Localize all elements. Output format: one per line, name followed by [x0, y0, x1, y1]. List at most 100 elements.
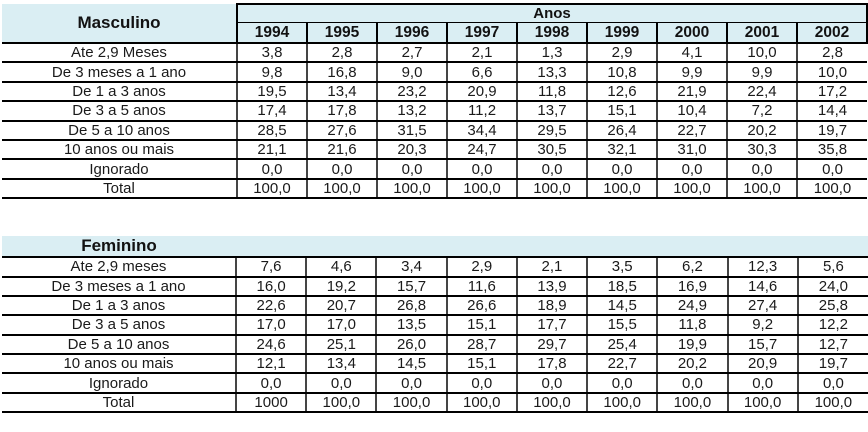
- value-cell: 13,2: [376, 100, 447, 122]
- value-cell: 100,0: [445, 391, 517, 414]
- row-label: De 1 a 3 anos: [2, 294, 236, 317]
- value-cell: 28,5: [236, 119, 307, 141]
- value-cell: 13,7: [516, 100, 587, 122]
- value-cell: 10,0: [796, 61, 867, 83]
- table-row: Ate 2,9 meses 7,6 4,6 3,4 2,9 2,1 3,5 6,2 12,3 5,…: [2, 256, 868, 278]
- value-cell: 26,4: [586, 119, 657, 141]
- value-cell: 11,6: [445, 275, 517, 297]
- table-title: Feminino: [2, 236, 236, 259]
- value-cell: 20,3: [376, 138, 447, 161]
- value-cell: 10,4: [656, 100, 727, 122]
- value-cell: 31,0: [656, 138, 727, 161]
- value-cell: 17,2: [796, 80, 867, 103]
- value-cell: 0,0: [796, 158, 867, 180]
- value-cell: 9,2: [726, 314, 798, 336]
- table-row: De 1 a 3 anos 22,6 20,7 26,8 26,6 18,9 14,5 24,…: [2, 294, 868, 317]
- row-label: De 3 meses a 1 ano: [2, 275, 236, 297]
- table-row: Total 1000 100,0 100,0 100,0 100,0 100,0 100,0 1…: [2, 391, 868, 414]
- value-cell: 11,8: [656, 314, 728, 336]
- row-label: De 3 a 5 anos: [2, 100, 237, 122]
- value-cell: 0,0: [656, 372, 728, 394]
- value-cell: 12,2: [796, 314, 868, 336]
- value-cell: 23,2: [376, 80, 447, 103]
- value-cell: 0,0: [446, 158, 517, 180]
- table-title: Masculino: [2, 4, 237, 44]
- year-header: 2000: [656, 22, 728, 44]
- value-cell: 100,0: [376, 177, 447, 200]
- value-cell: 2,7: [376, 41, 447, 64]
- value-cell: 3,8: [236, 41, 307, 64]
- value-cell: 2,9: [586, 41, 657, 64]
- value-cell: 26,0: [375, 333, 447, 356]
- value-cell: 26,6: [445, 294, 517, 317]
- value-cell: 15,5: [586, 314, 658, 336]
- value-cell: 16,0: [234, 275, 307, 297]
- value-cell: 17,7: [515, 314, 588, 336]
- row-label: 10 anos ou mais: [2, 138, 237, 161]
- value-cell: 17,8: [515, 353, 588, 375]
- value-cell: 12,6: [586, 80, 657, 103]
- value-cell: 6,6: [446, 61, 517, 83]
- table-row: De 3 meses a 1 ano 9,8 16,8 9,0 6,6 13,3 10,8 9…: [2, 61, 867, 83]
- value-cell: 18,5: [586, 275, 658, 297]
- value-cell: 0,0: [515, 372, 588, 394]
- value-cell: 18,9: [515, 294, 588, 317]
- value-cell: 25,1: [305, 333, 377, 356]
- table-row: De 3 a 5 anos 17,4 17,8 13,2 11,2 13,7 15,1 10,…: [2, 100, 867, 122]
- value-cell: 12,1: [234, 353, 307, 375]
- value-cell: 19,5: [236, 80, 307, 103]
- value-cell: 29,5: [516, 119, 587, 141]
- value-cell: 24,0: [796, 275, 868, 297]
- value-cell: 100,0: [586, 391, 658, 414]
- value-cell: 22,7: [656, 119, 727, 141]
- table-row: 10 anos ou mais 12,1 13,4 14,5 15,1 17,8 22,7 2…: [2, 353, 868, 375]
- value-cell: 100,0: [236, 177, 307, 200]
- value-cell: 15,7: [726, 333, 798, 356]
- value-cell: 6,2: [656, 256, 728, 278]
- value-cell: 2,1: [446, 41, 517, 64]
- value-cell: 2,8: [796, 41, 867, 64]
- row-label: Ate 2,9 meses: [2, 256, 236, 278]
- value-cell: 100,0: [446, 177, 517, 200]
- row-label: Ate 2,9 Meses: [2, 41, 237, 64]
- report-page: Masculino Anos 1994 1995 1996 1997 1998 1999 200…: [0, 3, 868, 432]
- value-cell: 3,5: [586, 256, 658, 278]
- value-cell: 24,9: [656, 294, 728, 317]
- value-cell: 19,9: [656, 333, 728, 356]
- value-cell: 15,1: [586, 100, 657, 122]
- value-cell: 100,0: [726, 391, 798, 414]
- value-cell: 100,0: [726, 177, 797, 200]
- value-cell: 0,0: [305, 372, 377, 394]
- value-cell: 19,2: [305, 275, 377, 297]
- value-cell: 0,0: [796, 372, 868, 394]
- value-cell: 20,9: [446, 80, 517, 103]
- value-cell: 34,4: [446, 119, 517, 141]
- table-row: Ignorado 0,0 0,0 0,0 0,0 0,0 0,0 0,0 0,0 0,0: [2, 372, 868, 394]
- value-cell: 11,2: [446, 100, 517, 122]
- value-cell: 14,5: [586, 294, 658, 317]
- year-header: 1997: [446, 22, 518, 44]
- value-cell: 5,6: [796, 256, 868, 278]
- value-cell: 21,9: [656, 80, 727, 103]
- value-cell: 13,4: [306, 80, 377, 103]
- value-cell: 13,3: [516, 61, 587, 83]
- value-cell: 0,0: [656, 158, 727, 180]
- value-cell: 20,2: [656, 353, 728, 375]
- row-label: De 3 a 5 anos: [2, 314, 236, 336]
- table-row: De 5 a 10 anos 24,6 25,1 26,0 28,7 29,7 25,4 19…: [2, 333, 868, 356]
- value-cell: 32,1: [586, 138, 657, 161]
- table-row: De 3 meses a 1 ano 16,0 19,2 15,7 11,6 13,9 18…: [2, 275, 868, 297]
- tables-gap: [0, 199, 868, 236]
- value-cell: 30,3: [726, 138, 797, 161]
- value-cell: 31,5: [376, 119, 447, 141]
- value-cell: 9,0: [376, 61, 447, 83]
- value-cell: 21,1: [236, 138, 307, 161]
- value-cell: 24,6: [234, 333, 307, 356]
- value-cell: 1,3: [516, 41, 587, 64]
- value-cell: 10,8: [586, 61, 657, 83]
- value-cell: 7,2: [726, 100, 797, 122]
- value-cell: 16,9: [656, 275, 728, 297]
- value-cell: 9,9: [656, 61, 727, 83]
- year-header: 1996: [376, 22, 448, 44]
- value-cell: 100,0: [656, 177, 727, 200]
